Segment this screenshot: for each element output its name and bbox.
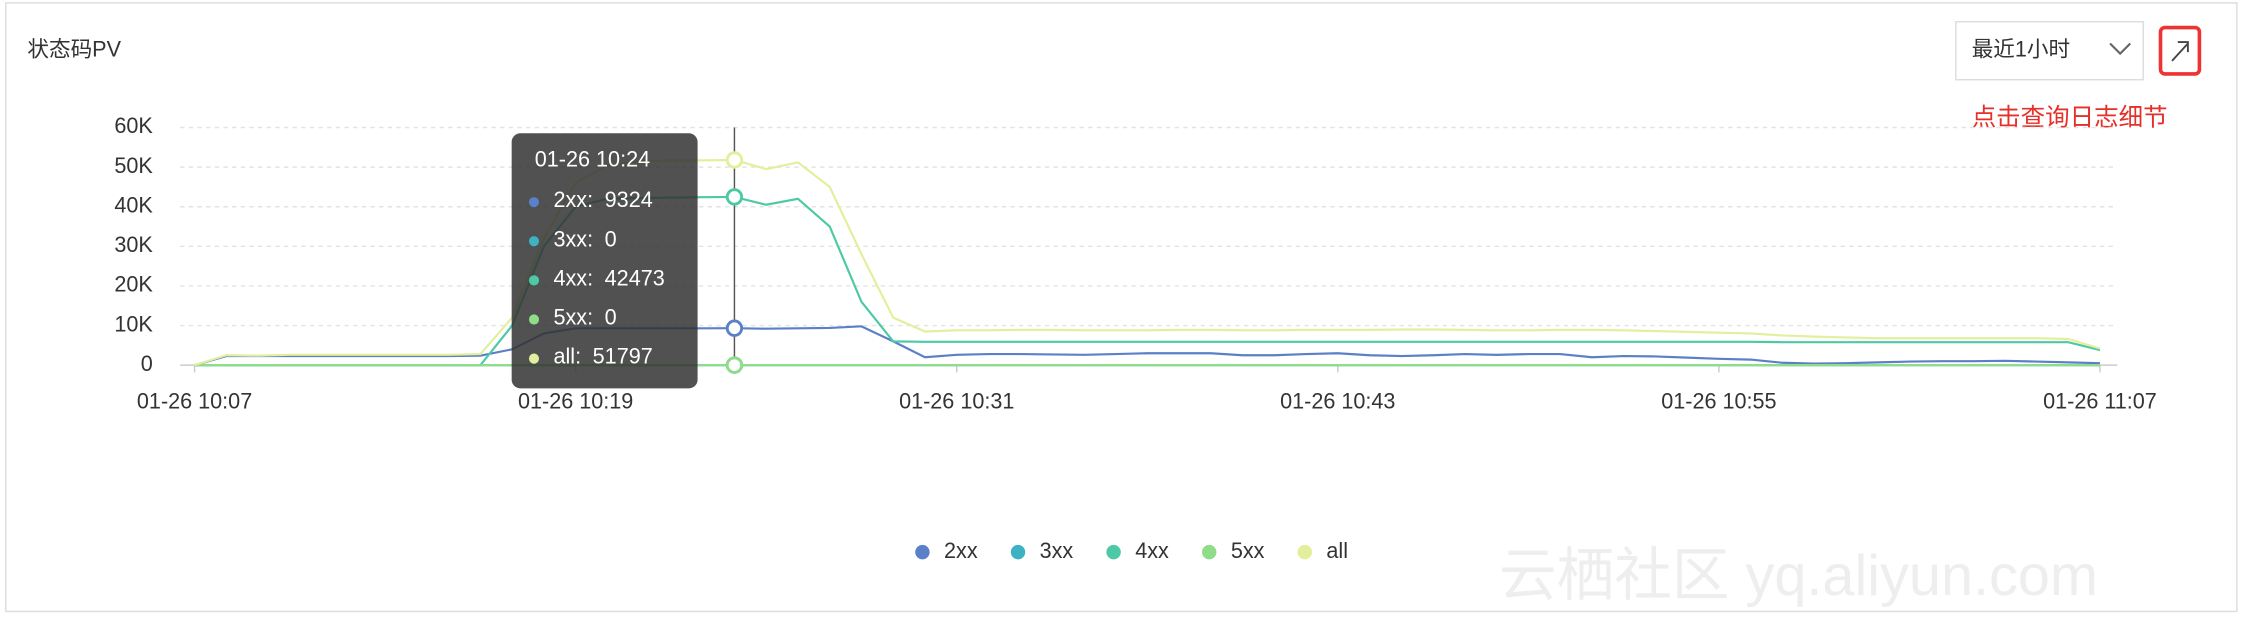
legend-dot [1201, 544, 1217, 560]
range-label[interactable]: 最近1小时 [1972, 36, 2070, 61]
tooltip: 01-26 10:24 2xx 9324 3xx 0 4xx 42473 5xx 0 all 517… [511, 133, 698, 389]
y-tick-label: 20K [114, 272, 153, 297]
legend-label: all [1326, 538, 1348, 563]
tooltip-name: 4xx [553, 267, 593, 292]
y-tick-label: 10K [114, 311, 153, 336]
hover-marker [725, 356, 744, 374]
watermark: 云栖社区 yq.aliyun.com [1499, 544, 2098, 608]
chevron [2109, 42, 2132, 56]
tooltip-value: 0 [604, 227, 617, 253]
tooltip-value: 9324 [604, 188, 653, 214]
y-tick-label: 40K [114, 192, 153, 217]
tooltip-row: 3xx 0 [528, 226, 617, 255]
annotation: 点击查询日志细节 [1972, 103, 2168, 131]
y-tick-label: 0 [141, 351, 153, 376]
chart-title: 状态码PV [27, 36, 121, 61]
hover-marker [725, 151, 744, 169]
legend-label: 3xx [1040, 538, 1074, 563]
hover-marker [725, 319, 744, 337]
legend-label: 2xx [944, 538, 978, 563]
y-tick-label: 50K [114, 153, 153, 178]
legend-dot [1297, 544, 1312, 560]
expand-icon [2171, 41, 2189, 62]
x-tick-label: 01-26 10:19 [518, 389, 633, 414]
tooltip-dot [528, 313, 540, 324]
legend-label: 4xx [1135, 538, 1169, 563]
y-tick-label: 60K [114, 113, 153, 138]
tooltip-dot [528, 274, 540, 285]
x-tick-label: 01-26 11:07 [2043, 389, 2157, 414]
tooltip-title: 01-26 10:24 [534, 147, 651, 173]
tooltip-row: 5xx 0 [528, 304, 617, 333]
legend-label: 5xx [1231, 538, 1265, 563]
tooltip-name: all [553, 345, 581, 370]
legend-dot [1010, 544, 1026, 560]
hover-marker [725, 188, 744, 206]
legend-dot [1106, 544, 1121, 560]
tooltip-value: 0 [604, 305, 617, 331]
x-tick-label: 01-26 10:55 [1661, 389, 1776, 414]
x-tick-label: 01-26 10:43 [1280, 389, 1395, 414]
tooltip-name: 3xx [553, 227, 593, 252]
tooltip-value: 42473 [604, 266, 665, 292]
tooltip-row: 2xx 9324 [528, 187, 653, 216]
y-tick-label: 30K [114, 232, 153, 257]
card [5, 2, 2238, 613]
expand-button[interactable] [2158, 25, 2202, 76]
tooltip-row: all 51797 [528, 343, 653, 372]
tooltip-value: 51797 [592, 344, 653, 370]
tooltip-dot [528, 352, 540, 364]
range-dropdown[interactable] [1955, 21, 2144, 81]
tooltip-dot [528, 196, 540, 207]
legend-dot [915, 544, 930, 560]
tooltip-dot [528, 235, 540, 246]
x-tick-label: 01-26 10:31 [899, 389, 1014, 414]
tooltip-row: 4xx 42473 [528, 265, 665, 294]
tooltip-name: 5xx [553, 306, 593, 331]
x-tick-label: 01-26 10:07 [137, 389, 252, 414]
tooltip-name: 2xx [553, 188, 593, 213]
